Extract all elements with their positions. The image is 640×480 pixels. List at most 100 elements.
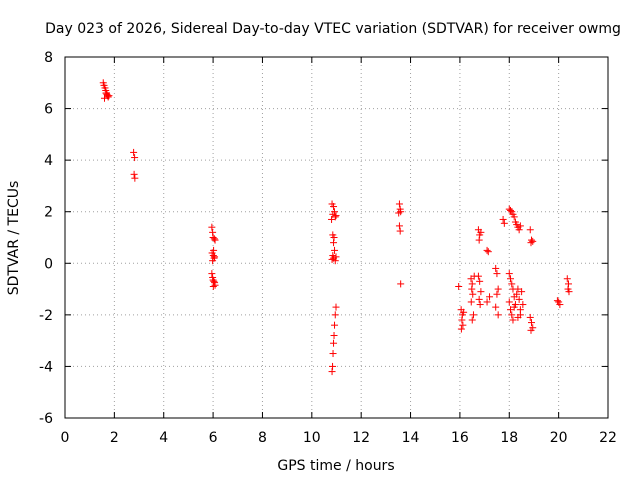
x-tick-label: 4 <box>159 430 168 446</box>
data-point <box>527 239 535 247</box>
data-point <box>130 170 138 178</box>
x-tick-label: 12 <box>352 430 370 446</box>
data-point <box>332 303 340 311</box>
data-point <box>507 206 515 214</box>
y-tick-label: -6 <box>39 411 53 427</box>
data-point <box>330 339 338 347</box>
data-point <box>518 288 526 296</box>
data-point <box>529 237 537 245</box>
data-point <box>494 311 502 319</box>
data-point <box>208 270 216 278</box>
data-point <box>211 236 219 244</box>
data-point <box>467 298 475 306</box>
data-point <box>102 89 110 97</box>
data-point <box>131 154 139 162</box>
data-point <box>519 301 527 309</box>
data-point <box>331 321 339 329</box>
data-point <box>131 174 139 182</box>
data-points <box>99 79 573 376</box>
data-point <box>329 350 337 358</box>
data-point <box>505 298 513 306</box>
chart-title: Day 023 of 2026, Sidereal Day-to-day VTE… <box>45 21 621 37</box>
data-point <box>556 301 564 309</box>
data-point <box>469 290 477 298</box>
data-point <box>483 246 491 254</box>
data-point <box>455 282 463 290</box>
data-point <box>500 219 508 227</box>
data-point <box>516 311 524 319</box>
data-point <box>397 280 405 288</box>
data-point <box>477 288 485 296</box>
data-point <box>211 281 219 289</box>
x-tick-label: 0 <box>61 430 70 446</box>
data-point <box>331 311 339 319</box>
data-point <box>331 213 339 221</box>
y-tick-label: -4 <box>39 359 53 375</box>
data-point <box>483 298 491 306</box>
data-point <box>476 301 484 309</box>
y-tick-label: 6 <box>44 102 53 118</box>
y-tick-label: 2 <box>44 205 53 221</box>
data-point <box>505 270 513 278</box>
data-point <box>331 257 339 265</box>
data-point <box>526 313 534 321</box>
x-tick-label: 22 <box>599 430 617 446</box>
data-point <box>330 239 338 247</box>
data-point <box>331 246 339 254</box>
data-point <box>208 223 216 231</box>
data-point <box>330 331 338 339</box>
data-point <box>493 290 501 298</box>
data-point <box>553 297 561 305</box>
data-point <box>100 94 108 102</box>
data-point <box>484 248 492 256</box>
y-ticks: -6 -4 -2 0 2 4 6 8 <box>39 50 608 427</box>
data-point <box>507 275 515 283</box>
data-point <box>565 288 573 296</box>
data-point <box>396 227 404 235</box>
data-point <box>492 303 500 311</box>
data-point <box>460 308 468 316</box>
data-point <box>395 222 403 230</box>
data-point <box>104 93 112 101</box>
x-tick-label: 14 <box>402 430 420 446</box>
x-tick-label: 18 <box>500 430 518 446</box>
data-point <box>130 148 138 156</box>
data-point <box>527 319 535 327</box>
data-point <box>395 209 403 217</box>
data-point <box>459 321 467 329</box>
data-point <box>474 272 482 280</box>
x-tick-label: 16 <box>451 430 469 446</box>
data-point <box>563 275 571 283</box>
y-axis-label: SDTVAR / TECUs <box>6 181 22 296</box>
x-axis-label: GPS time / hours <box>277 458 394 474</box>
data-point <box>457 325 465 333</box>
plot-frame <box>64 56 609 419</box>
data-point <box>209 282 217 290</box>
data-point <box>516 222 524 230</box>
x-ticks: 0 2 4 6 8 10 12 14 16 18 20 22 <box>61 57 617 446</box>
x-tick-label: 6 <box>209 430 218 446</box>
data-point <box>508 311 516 319</box>
data-point <box>209 257 217 265</box>
data-point <box>458 316 466 324</box>
data-point <box>468 285 476 293</box>
data-point <box>509 316 517 324</box>
data-point <box>475 236 483 244</box>
x-tick-label: 8 <box>258 430 267 446</box>
data-point <box>507 306 515 314</box>
data-point <box>469 311 477 319</box>
data-point <box>476 277 484 285</box>
data-point <box>210 235 218 243</box>
y-tick-label: 8 <box>44 50 53 66</box>
data-point <box>330 203 338 211</box>
data-point <box>486 293 494 301</box>
data-point <box>527 326 535 334</box>
data-point <box>510 213 518 221</box>
data-point <box>492 264 500 272</box>
data-point <box>328 368 336 376</box>
x-tick-label: 20 <box>550 430 568 446</box>
y-tick-label: 4 <box>44 153 53 169</box>
data-point <box>475 295 483 303</box>
data-point <box>494 285 502 293</box>
